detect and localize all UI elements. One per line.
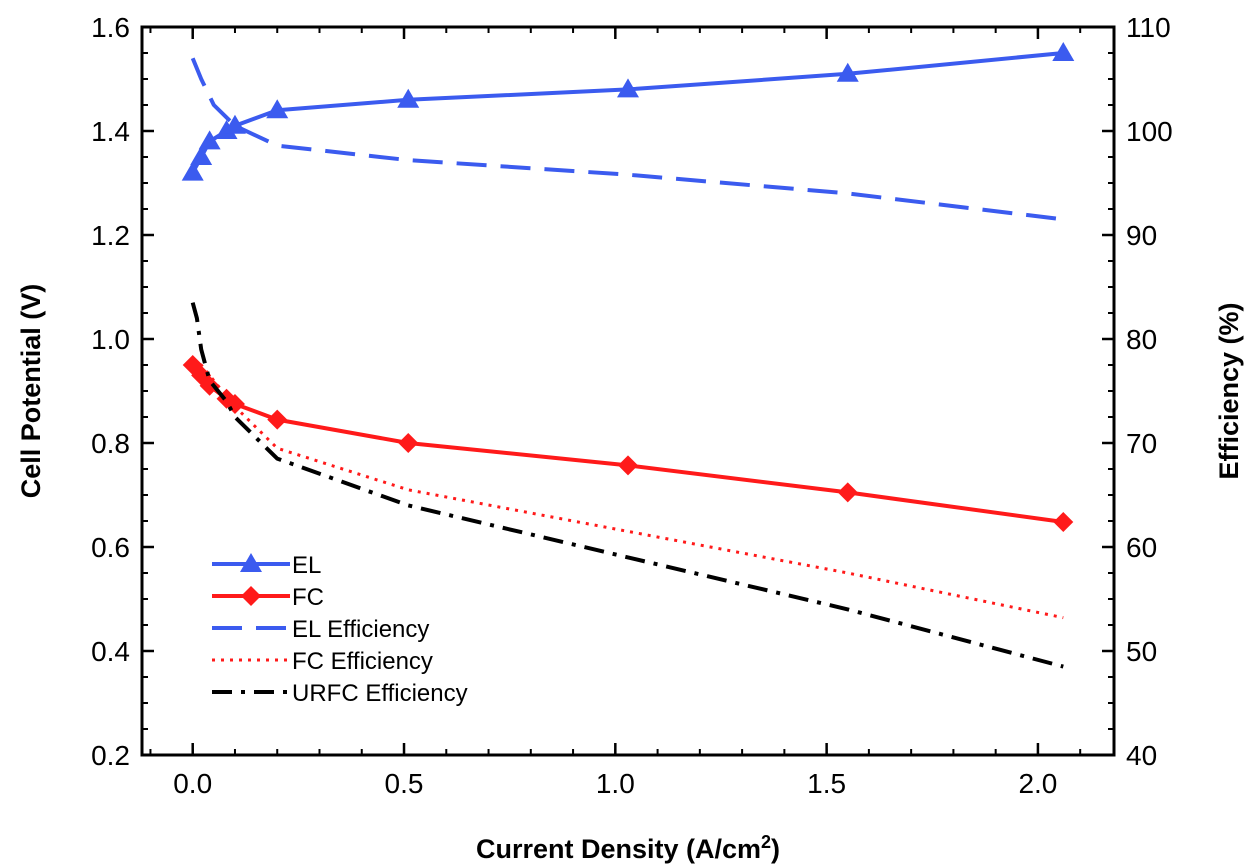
data-point-el [836, 62, 859, 82]
series-line-fc [191, 363, 1064, 524]
y2-tick-label: 50 [1126, 636, 1157, 667]
legend-label-el: EL [292, 552, 321, 579]
legend: EL FC EL Efficiency FC Efficiency URFC Effic… [212, 552, 468, 707]
y2-tick-label: 80 [1126, 324, 1157, 355]
axis-ticks: 0.0 0.5 1.0 1.5 2.0 0.2 0.4 0.6 0.8 1.0 1.2 1.4 1.6 4… [91, 12, 1173, 799]
series-line-el-efficiency [190, 57, 1064, 222]
series-layer [181, 42, 1075, 669]
y2-tick-label: 100 [1126, 116, 1173, 147]
y2-tick-label: 70 [1126, 428, 1157, 459]
series-urfc-efficiency [190, 302, 1064, 669]
data-point-el [617, 78, 639, 98]
series-el [181, 42, 1075, 181]
data-point-el [181, 161, 204, 181]
data-point-fc [837, 482, 858, 503]
legend-label-el-efficiency: EL Efficiency [292, 616, 429, 643]
y-tick-label: 1.0 [91, 324, 130, 355]
y-tick-label: 1.2 [91, 220, 130, 251]
legend-label-fc-efficiency: FC Efficiency [292, 648, 433, 675]
series-fc [182, 355, 1074, 533]
y-tick-label: 1.4 [91, 116, 130, 147]
data-point-el [190, 146, 213, 165]
y-axis-title: Cell Potential (V) [16, 284, 46, 499]
x-tick-label: 0.5 [385, 768, 424, 799]
y-tick-label: 0.6 [91, 532, 130, 563]
series-fc-efficiency [191, 358, 1064, 620]
y2-axis-title: Efficiency (%) [1214, 302, 1244, 479]
data-point-fc [267, 409, 288, 430]
y2-tick-label: 90 [1126, 220, 1157, 251]
y-tick-label: 0.4 [91, 636, 130, 667]
x-tick-label: 0.0 [173, 768, 212, 799]
x-tick-label: 2.0 [1018, 768, 1057, 799]
legend-label-urfc-efficiency: URFC Efficiency [292, 680, 468, 707]
data-point-el [266, 99, 289, 119]
data-point-el [223, 114, 246, 134]
data-point-el [1052, 42, 1075, 61]
y2-tick-label: 60 [1126, 532, 1157, 563]
series-line-fc-efficiency [191, 358, 1064, 620]
y-tick-label: 0.8 [91, 428, 130, 459]
y-tick-label: 1.6 [91, 12, 130, 43]
y2-tick-label: 40 [1126, 740, 1157, 771]
data-point-el [397, 88, 420, 108]
data-point-el [198, 130, 221, 150]
plot-frame [140, 25, 1116, 757]
series-line-el [190, 51, 1064, 174]
y2-tick-label: 110 [1126, 12, 1171, 43]
legend-marker-fc [241, 586, 261, 606]
series-el-efficiency [190, 57, 1064, 222]
x-axis-title: Current Density (A/cm2) [476, 832, 780, 864]
series-line-urfc-efficiency [190, 302, 1064, 669]
data-point-fc [618, 455, 638, 476]
x-tick-label: 1.0 [596, 768, 635, 799]
x-tick-label: 1.5 [807, 768, 846, 799]
data-point-fc [1053, 512, 1074, 533]
data-point-fc [199, 375, 220, 396]
y-tick-label: 0.2 [91, 740, 130, 771]
legend-label-fc: FC [292, 584, 324, 611]
legend-marker-el [240, 553, 262, 572]
data-point-fc [398, 433, 419, 453]
